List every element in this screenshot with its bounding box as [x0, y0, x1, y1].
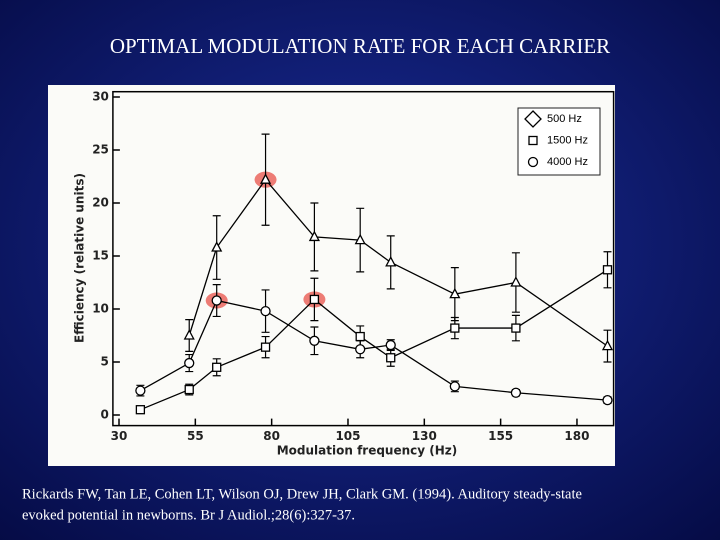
- x-tick-label: 180: [564, 429, 589, 443]
- plot-frame: [112, 90, 615, 427]
- data-point: [386, 353, 396, 363]
- data-point: [355, 344, 366, 355]
- data-point: [449, 287, 461, 299]
- data-point: [449, 381, 460, 392]
- y-tick-label: 30: [92, 90, 109, 104]
- data-point: [308, 230, 320, 242]
- data-point: [309, 335, 320, 346]
- x-tick-label: 130: [412, 429, 437, 443]
- y-tick-label: 10: [92, 302, 109, 316]
- series-line: [140, 269, 608, 411]
- x-tick-label: 30: [111, 429, 128, 443]
- x-tick-label: 80: [263, 429, 280, 443]
- data-point: [450, 323, 460, 333]
- data-point: [355, 331, 365, 342]
- data-point: [602, 395, 613, 406]
- data-point: [309, 294, 320, 305]
- data-point: [184, 384, 194, 395]
- data-point: [601, 339, 614, 351]
- legend-label: 4000 Hz: [547, 156, 588, 168]
- data-point: [510, 387, 522, 398]
- data-point: [259, 173, 272, 184]
- data-point: [385, 255, 397, 267]
- data-point: [211, 241, 223, 252]
- y-axis-label: Efficiency (relative units): [73, 173, 87, 343]
- series-line: [140, 299, 608, 401]
- y-tick-label: 15: [92, 249, 109, 263]
- legend-marker: [524, 110, 542, 128]
- legend-marker: [527, 156, 539, 168]
- x-axis-label: Modulation frequency (Hz): [277, 444, 458, 458]
- data-point: [184, 357, 195, 369]
- data-point: [510, 276, 522, 287]
- y-tick-label: 5: [101, 355, 109, 369]
- y-tick-label: 0: [101, 408, 109, 422]
- data-point: [260, 342, 271, 352]
- y-tick-label: 25: [92, 143, 109, 157]
- data-point: [602, 265, 613, 275]
- data-point: [260, 305, 271, 317]
- legend-marker: [528, 135, 538, 146]
- data-point: [511, 323, 521, 333]
- data-point: [354, 233, 366, 245]
- data-point: [212, 362, 222, 372]
- caption-line: Rickards FW, Tan LE, Cohen LT, Wilson OJ…: [22, 486, 582, 502]
- data-point: [385, 339, 396, 351]
- data-point: [135, 385, 146, 396]
- legend-label: 1500 Hz: [547, 134, 588, 146]
- x-tick-label: 105: [335, 429, 360, 443]
- data-point: [211, 295, 222, 306]
- caption-line: evoked potential in newborns. Br J Audio…: [22, 507, 355, 523]
- data-point: [183, 329, 195, 340]
- legend-label: 500 Hz: [547, 113, 582, 125]
- x-tick-label: 55: [187, 429, 204, 443]
- slide-title: OPTIMAL MODULATION RATE FOR EACH CARRIER: [110, 34, 610, 58]
- data-point: [135, 405, 146, 415]
- y-tick-label: 20: [92, 196, 109, 210]
- x-tick-label: 155: [488, 429, 513, 443]
